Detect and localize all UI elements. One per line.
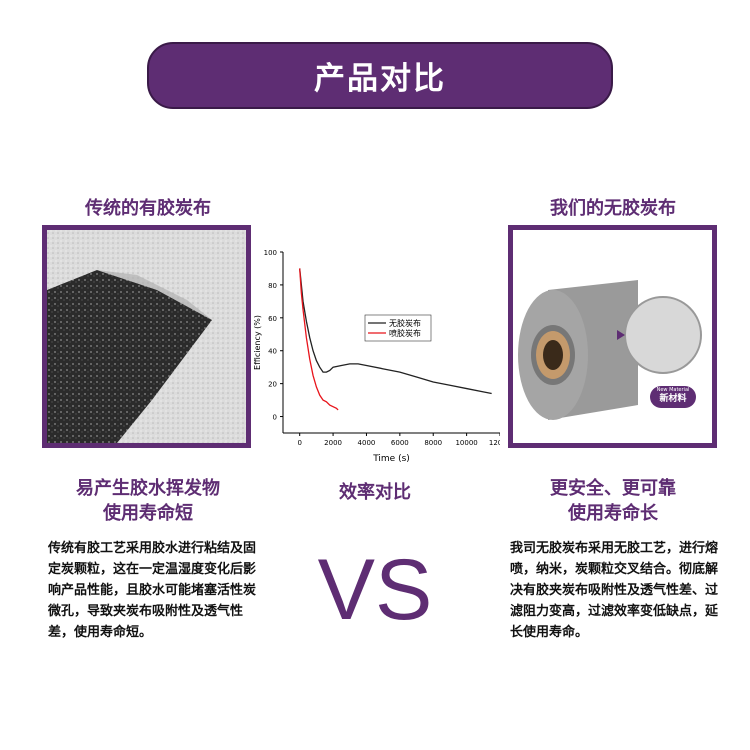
badge-en: New Material [656,387,690,393]
title-banner: 产品对比 [147,42,613,109]
x-tick-label: 12000 [489,439,500,447]
series-line-1 [299,268,492,395]
glue-free-cloth-image: New Material 新材料 [508,225,717,448]
left-heading: 传统的有胶炭布 [85,198,211,219]
vs-label: VS [317,542,433,638]
x-axis-label: Time (s) [372,454,410,464]
y-tick-label: 100 [264,249,277,257]
legend-label-2: 喷胶炭布 [389,328,421,338]
traditional-cloth-image [42,225,251,448]
left-subtitle: 易产生胶水挥发物 使用寿命短 [28,476,268,526]
right-subtitle-1: 更安全、更可靠 [550,478,676,499]
left-subtitle-2: 使用寿命短 [103,503,193,524]
right-heading: 我们的无胶炭布 [550,198,676,219]
x-tick-label: 2000 [324,439,342,447]
legend [364,314,432,342]
x-tick-label: 4000 [358,439,376,447]
legend-label-1: 无胶炭布 [389,318,421,328]
y-tick-label: 80 [268,282,277,290]
y-tick-label: 20 [268,381,277,389]
efficiency-chart: 0 20 40 60 80 100 0 2000 4000 6000 8000 10000 12000 T… [253,249,500,464]
y-tick-label: 60 [268,315,277,323]
right-subtitle-2: 使用寿命长 [568,503,658,524]
right-subtitle: 更安全、更可靠 使用寿命长 [493,476,733,526]
x-tick-label: 8000 [424,439,442,447]
right-description: 我司无胶炭布采用无胶工艺，进行熔喷，纳米，炭颗粒交叉结合。彻底解决有胶夹炭布吸附… [510,541,719,640]
page-title: 产品对比 [314,61,446,97]
badge-cn: 新材料 [659,394,687,404]
center-heading: 效率对比 [339,482,411,503]
y-axis-label: Efficiency (%) [253,315,262,370]
x-tick-label: 0 [297,439,301,447]
new-material-badge: New Material 新材料 [650,386,696,408]
left-subtitle-1: 易产生胶水挥发物 [76,478,220,499]
y-tick-label: 40 [268,348,277,356]
x-tick-label: 6000 [391,439,409,447]
x-tick-label: 10000 [455,439,477,447]
y-tick-label: 0 [273,414,277,422]
series-line-2 [299,268,339,411]
left-description: 传统有胶工艺采用胶水进行粘结及固定炭颗粒，这在一定温湿度变化后影响产品性能，且胶… [48,541,257,640]
